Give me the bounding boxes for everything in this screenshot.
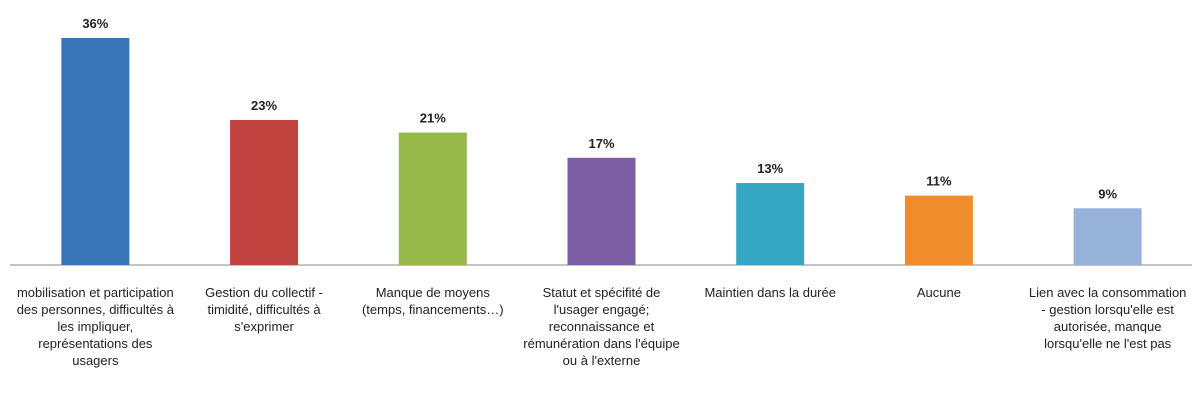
data-label: 11% — [926, 174, 952, 189]
bar — [904, 195, 973, 265]
data-label: 36% — [82, 16, 108, 31]
x-tick-label: Manque de moyens (temps, financements…) — [361, 285, 504, 317]
x-tick-label: Statut et spécifité de l'usager engagé; … — [523, 285, 680, 368]
x-tick-label: Maintien dans la durée — [704, 285, 836, 300]
bar — [398, 132, 467, 265]
x-tick-label: Lien avec la consommation - gestion lors… — [1028, 285, 1187, 351]
data-label: 17% — [588, 136, 614, 151]
data-label: 13% — [757, 161, 783, 176]
x-tick-label: Gestion du collectif - timidité, difficu… — [205, 285, 323, 334]
bar — [230, 119, 299, 265]
bar — [61, 38, 130, 265]
bar — [1073, 208, 1142, 265]
data-label: 23% — [251, 98, 277, 113]
bar — [736, 183, 805, 265]
bar — [567, 157, 636, 265]
x-tick-label: Aucune — [916, 285, 961, 300]
data-label: 21% — [420, 111, 446, 126]
x-tick-label: mobilisation et participation des person… — [16, 285, 174, 368]
data-label: 9% — [1098, 186, 1117, 201]
